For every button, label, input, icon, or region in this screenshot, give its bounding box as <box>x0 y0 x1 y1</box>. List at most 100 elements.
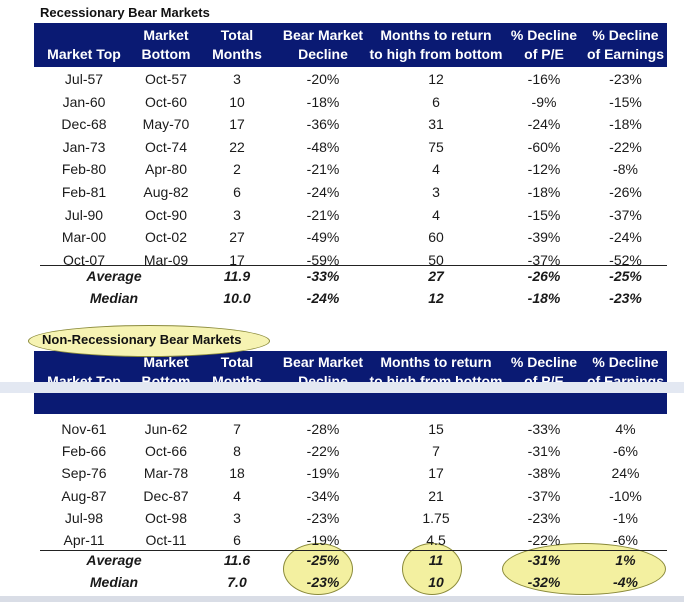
summary-earnings-decline: -23% <box>609 290 642 306</box>
cell-pe-decline: -24% <box>527 116 561 133</box>
cell-pe-decline: -39% <box>527 229 561 246</box>
cell-months-to-return: 60 <box>428 229 444 246</box>
cell-market-top: Feb-81 <box>61 184 107 200</box>
cell-total-months: 4 <box>233 487 241 504</box>
cell-market-top: Jul-57 <box>64 71 104 87</box>
cell-earnings-decline: 24% <box>611 465 640 482</box>
cell-months-to-return: 31 <box>428 116 444 133</box>
cell-market-top: Apr-11 <box>63 532 105 548</box>
cell-pe-decline: -23% <box>527 509 561 526</box>
summary-divider <box>40 265 667 266</box>
cell-months-to-return: 17 <box>428 465 444 482</box>
cell-total-months: 18 <box>229 465 245 482</box>
cell-earnings-decline: -26% <box>609 184 642 200</box>
cell-total-months: 27 <box>229 229 245 246</box>
cell-market-bottom: Apr-80 <box>144 161 188 178</box>
header-line: Market Top <box>47 46 121 62</box>
cell-bear-market-decline: -19% <box>306 532 340 548</box>
table-row: Jan-73 Oct-74 22 -48% 75 -60% -22% <box>34 136 667 158</box>
summary-pe-decline: -18% <box>527 290 561 306</box>
summary-return: 12 <box>428 290 444 306</box>
header-line: Total <box>220 27 254 43</box>
cell-months-to-return: 4 <box>432 161 440 178</box>
table-row: Jul-57 Oct-57 3 -20% 12 -16% -23% <box>34 68 667 90</box>
summary-pe-decline: -26% <box>527 268 561 284</box>
cell-pe-decline: -16% <box>527 71 561 87</box>
decline-highlight <box>283 543 353 595</box>
average-row: Average 11.6 -25% 11 -31% 1% <box>34 549 667 571</box>
cell-pe-decline: -33% <box>527 421 561 437</box>
summary-decline: -25% <box>306 552 340 568</box>
cell-market-top: Oct-07 <box>62 251 105 268</box>
header-months-to-return: Months to return to high from bottom <box>368 26 504 64</box>
average-row: Average 11.9 -33% 27 -26% -25% <box>34 265 667 287</box>
summary-decline: -33% <box>306 268 340 284</box>
summary-earnings-decline: -25% <box>609 268 642 284</box>
cell-market-top: Sep-76 <box>61 465 107 482</box>
header-line: Market <box>143 354 189 370</box>
cell-earnings-decline: -6% <box>613 443 638 460</box>
cell-earnings-decline: -24% <box>609 229 642 246</box>
cell-months-to-return: 6 <box>432 93 440 110</box>
cell-earnings-decline: -6% <box>613 532 638 548</box>
nonrecessionary-title: Non-Recessionary Bear Markets <box>42 332 242 347</box>
header-market-bottom: Market Bottom <box>134 26 198 64</box>
cell-pe-decline: -15% <box>527 206 561 223</box>
cell-pe-decline: -12% <box>527 161 561 178</box>
title-highlight-ellipse <box>28 325 270 357</box>
cell-bear-market-decline: -34% <box>306 487 340 504</box>
cell-total-months: 3 <box>233 71 241 87</box>
table-row: Jul-98 Oct-98 3 -23% 1.75 -23% -1% <box>34 507 667 529</box>
table-row: Jan-60 Oct-60 10 -18% 6 -9% -15% <box>34 91 667 113</box>
cell-market-bottom: Oct-60 <box>144 93 187 110</box>
header-line: Bear Market <box>282 27 364 43</box>
cell-market-top: Feb-66 <box>61 443 107 460</box>
cell-bear-market-decline: -21% <box>306 206 340 223</box>
cell-pe-decline: -37% <box>527 487 561 504</box>
table-row: Feb-80 Apr-80 2 -21% 4 -12% -8% <box>34 158 667 180</box>
cell-bear-market-decline: -59% <box>306 251 340 268</box>
bottom-scroll-strip <box>0 596 684 602</box>
cell-total-months: 10 <box>229 93 245 110</box>
cell-earnings-decline: -1% <box>613 509 638 526</box>
summary-total-months: 10.0 <box>223 290 251 306</box>
cell-pe-decline: -38% <box>527 465 561 482</box>
header-line: % Decline <box>592 354 659 370</box>
cell-pe-decline: -9% <box>531 93 557 110</box>
summary-total-months: 7.0 <box>227 574 247 590</box>
summary-pe-decline: -31% <box>527 552 561 568</box>
cell-pe-decline: -37% <box>527 251 561 268</box>
cell-bear-market-decline: -18% <box>306 93 340 110</box>
cell-market-top: Jul-90 <box>64 206 104 223</box>
recessionary-title: Recessionary Bear Markets <box>40 5 210 20</box>
summary-decline: -24% <box>306 290 340 306</box>
cell-months-to-return: 3 <box>432 184 440 200</box>
summary-label: Median <box>89 574 139 590</box>
summary-return: 27 <box>428 268 444 284</box>
cell-market-bottom: Jun-62 <box>144 421 188 437</box>
table-row: Oct-07 Mar-09 17 -59% 50 -37% -52% <box>34 249 667 271</box>
summary-return: 10 <box>428 574 444 590</box>
cell-months-to-return: 4 <box>432 206 440 223</box>
summary-return: 11 <box>428 552 444 568</box>
header-line: Bear Market <box>282 354 364 370</box>
cell-bear-market-decline: -28% <box>306 421 340 437</box>
cell-market-bottom: Oct-74 <box>144 138 187 155</box>
cell-earnings-decline: -18% <box>609 116 642 133</box>
header-line: of P/E <box>524 46 564 62</box>
header-line: % Decline <box>510 354 578 370</box>
summary-divider <box>40 550 667 551</box>
cell-earnings-decline: 4% <box>615 421 636 437</box>
cell-pe-decline: -31% <box>527 443 561 460</box>
median-row: Median 10.0 -24% 12 -18% -23% <box>34 287 667 309</box>
table-row: Aug-87 Dec-87 4 -34% 21 -37% -10% <box>34 485 667 507</box>
cell-earnings-decline: -8% <box>613 161 638 178</box>
return-highlight <box>402 543 462 595</box>
cell-market-bottom: Oct-98 <box>144 509 187 526</box>
cell-total-months: 8 <box>233 443 241 460</box>
cell-market-top: Feb-80 <box>61 161 107 178</box>
table-row: Feb-81 Aug-82 6 -24% 3 -18% -26% <box>34 181 667 203</box>
cell-total-months: 6 <box>233 532 241 548</box>
cell-pe-decline: -18% <box>527 184 561 200</box>
cell-market-bottom: Oct-11 <box>145 532 187 548</box>
